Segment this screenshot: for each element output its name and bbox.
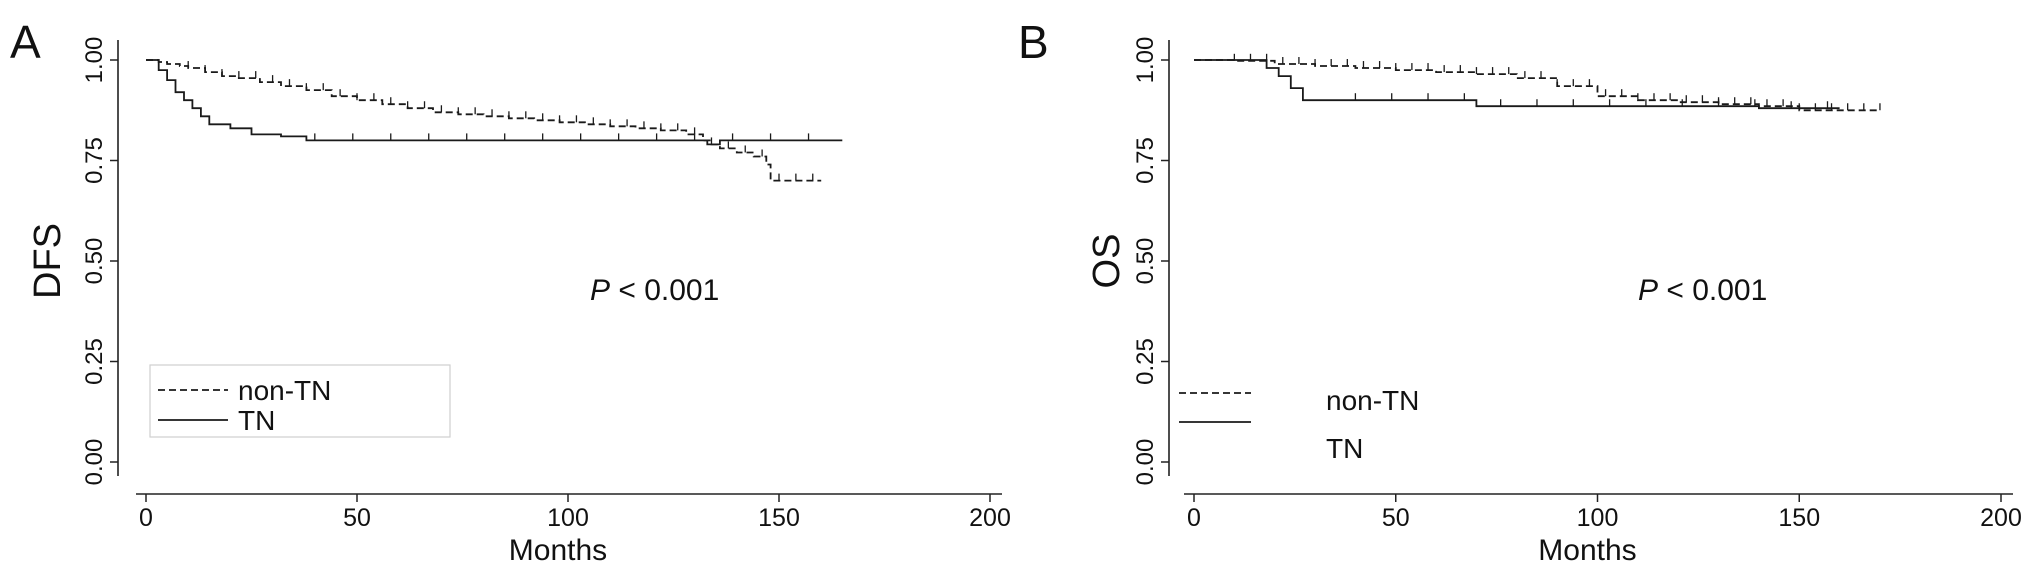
y-tick-label: 0.50: [1132, 238, 1159, 285]
legend-label: TN: [238, 405, 275, 436]
panel-a: A 0.00 0.25 0.50 0.75 1.00 0 50 100 150 200 Months D…: [0, 0, 1015, 572]
p-value-annotation: P < 0.001: [1638, 274, 1767, 307]
x-tick-label: 0: [139, 504, 153, 532]
y-tick-label: 0.75: [1132, 137, 1159, 184]
x-tick-label: 100: [547, 504, 589, 532]
series-line-non-tn: [146, 59, 822, 182]
y-tick-label: 0.75: [81, 137, 108, 184]
y-tick-label: 1.00: [1132, 37, 1159, 84]
y-tick-label: 0.25: [81, 338, 108, 385]
legend-label: TN: [1326, 433, 1363, 464]
panel-b: B 0.00 0.25 0.50 0.75 1.00 0 50 100 150 200 Months O…: [1016, 0, 2031, 572]
chart-b: B 0.00 0.25 0.50 0.75 1.00 0 50 100 150 200 Months O…: [1018, 16, 2022, 567]
x-tick-label: 50: [1382, 504, 1410, 532]
x-axis-label: Months: [1538, 534, 1636, 567]
x-tick-label: 50: [343, 504, 371, 532]
y-tick-label: 0.50: [81, 238, 108, 285]
legend-label: non-TN: [1326, 385, 1419, 416]
y-tick-label: 0.00: [1132, 439, 1159, 486]
x-tick-label: 150: [1778, 504, 1820, 532]
x-tick-label: 0: [1187, 504, 1201, 532]
x-tick-label: 200: [969, 504, 1011, 532]
p-value-annotation: P < 0.001: [590, 274, 719, 307]
y-tick-label: 0.00: [81, 439, 108, 486]
series-line-tn: [146, 59, 843, 146]
panel-letter: B: [1018, 16, 1049, 68]
y-axis-label: OS: [1086, 234, 1128, 289]
x-tick-label: 100: [1577, 504, 1619, 532]
y-axis-label: DFS: [27, 223, 69, 299]
legend-box: [149, 364, 451, 438]
y-tick-label: 0.25: [1132, 338, 1159, 385]
panel-letter: A: [10, 16, 41, 68]
x-axis-label: Months: [509, 534, 607, 567]
y-tick-label: 1.00: [81, 37, 108, 84]
chart-a: A 0.00 0.25 0.50 0.75 1.00 0 50 100 150 200 Months D…: [10, 16, 1011, 567]
series-line-tn: [1194, 59, 1840, 110]
x-tick-label: 150: [758, 504, 800, 532]
x-tick-label: 200: [1980, 504, 2022, 532]
legend-label: non-TN: [238, 375, 331, 406]
